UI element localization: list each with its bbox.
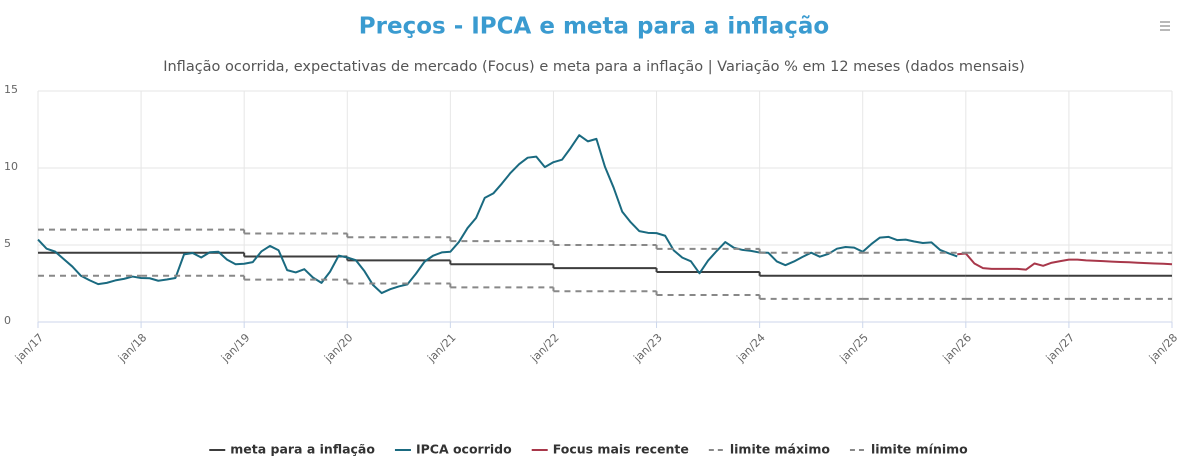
x-tick-label: jan/21: [424, 331, 458, 365]
x-tick-label: jan/25: [837, 331, 871, 365]
x-tick-label: jan/17: [12, 331, 46, 365]
x-tick-label: jan/23: [631, 331, 665, 365]
series-line: [957, 252, 1173, 271]
menu-icon[interactable]: [1160, 21, 1170, 31]
legend: meta para a inflação IPCA ocorrido Focus m…: [209, 442, 968, 457]
legend-label: limite máximo: [730, 442, 831, 457]
chart-subtitle: Inflação ocorrida, expectativas de merca…: [163, 59, 1025, 75]
x-tick-label: jan/19: [218, 331, 252, 365]
chart-title: Preços - IPCA e meta para a inflação: [359, 14, 829, 40]
y-tick-label: 0: [4, 314, 11, 327]
series-line: [37, 134, 958, 295]
legend-label: limite mínimo: [871, 442, 968, 457]
y-tick-label: 10: [4, 160, 18, 173]
legend-label: Focus mais recente: [553, 442, 689, 457]
x-tick-label: jan/28: [1146, 331, 1177, 365]
y-tick-label: 15: [4, 83, 18, 96]
legend-label: meta para a inflação: [230, 442, 375, 457]
x-tick-label: jan/18: [115, 331, 149, 365]
x-tick-label: jan/22: [527, 331, 561, 365]
x-tick-label: jan/27: [1043, 331, 1077, 365]
x-tick-label: jan/26: [940, 331, 974, 365]
x-tick-label: jan/20: [321, 331, 355, 365]
x-tick-label: jan/24: [734, 331, 768, 365]
y-tick-label: 5: [4, 237, 11, 250]
legend-label: IPCA ocorrido: [416, 442, 512, 457]
